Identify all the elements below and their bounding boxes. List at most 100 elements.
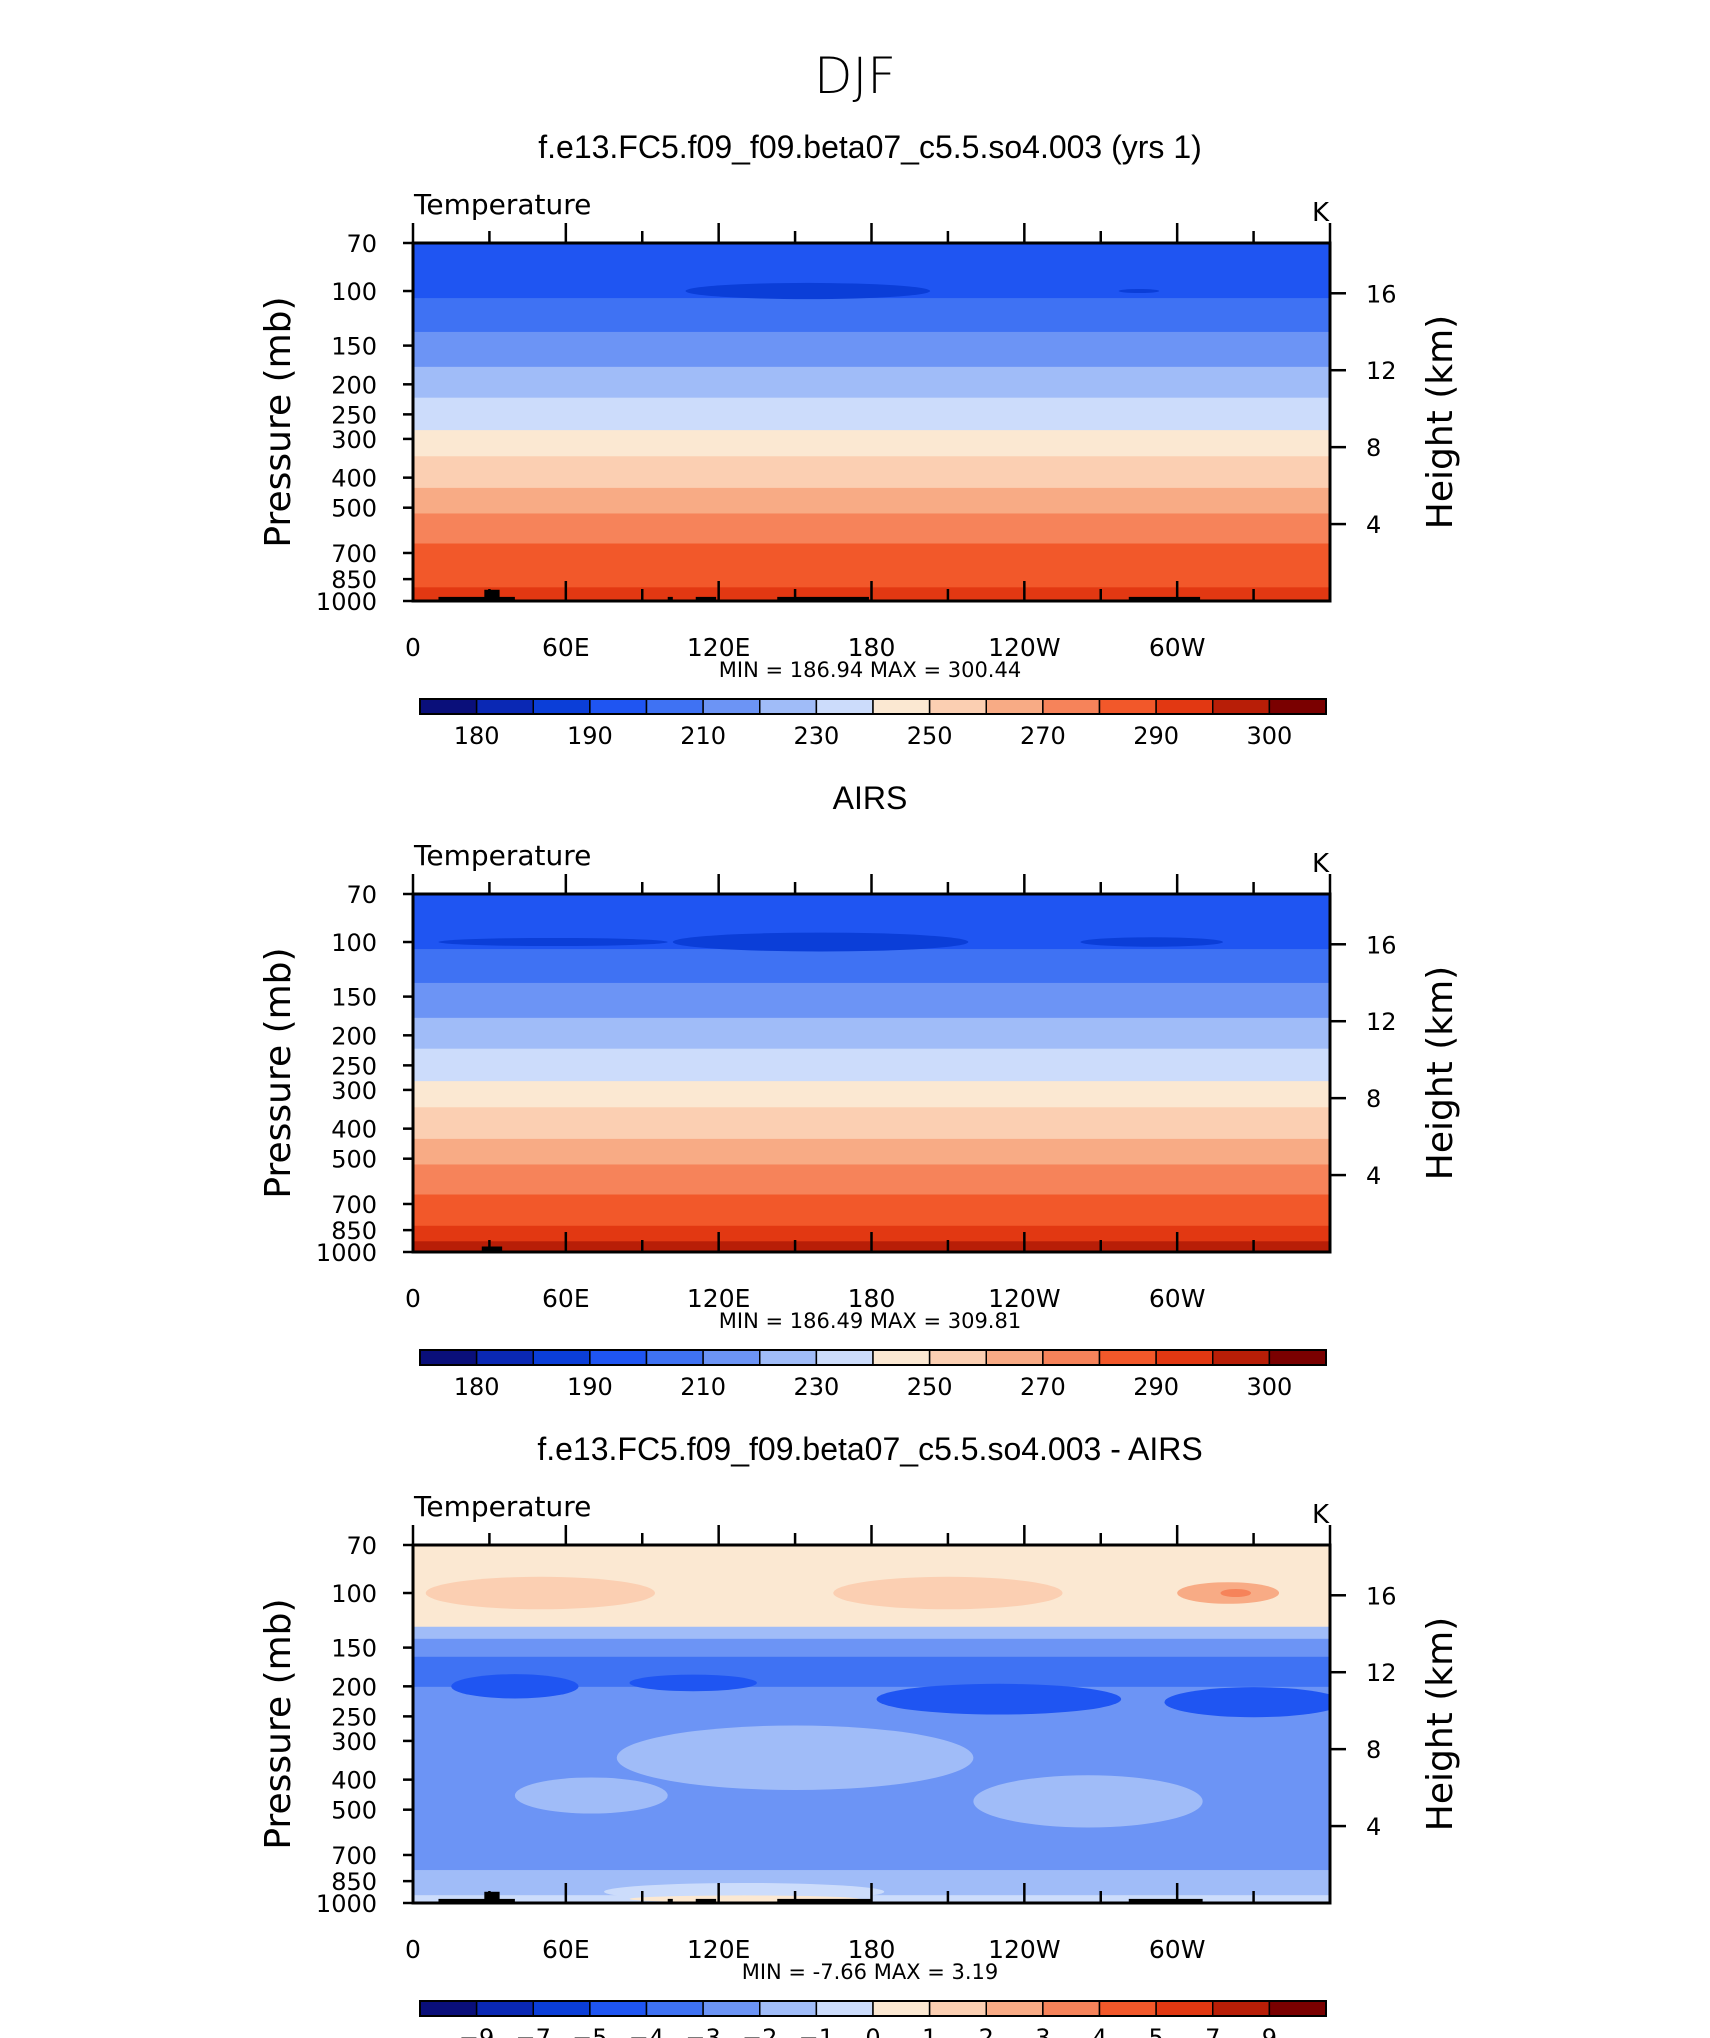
x-tick-label: 60W (1149, 1284, 1206, 1313)
right-y-axis-title: Height (km) (1420, 966, 1461, 1180)
panels: f.e13.FC5.f09_f09.beta07_c5.5.so4.003 (y… (258, 129, 1461, 2038)
colorbar-swatch (985, 2000, 1044, 2017)
colorbar-label: 180 (454, 1373, 500, 1401)
contour-band (413, 1106, 1330, 1139)
colorbar-swatch (475, 2000, 534, 2017)
x-tick-label: 120E (687, 1935, 751, 1964)
colorbar-swatch (532, 2000, 591, 2017)
colorbar-label: 9 (1262, 2024, 1277, 2038)
colorbar-swatch (645, 698, 704, 715)
contour-region (973, 1775, 1203, 1828)
contour-region (1164, 1687, 1330, 1718)
right-y-tick-label: 16 (1366, 931, 1397, 959)
y-tick-label: 500 (331, 495, 377, 523)
variable-label: Temperature (413, 839, 591, 872)
y-tick-label: 700 (331, 1842, 377, 1870)
contour-region (1220, 1588, 1252, 1598)
y-tick-label: 250 (331, 1703, 377, 1731)
right-y-axis-title: Height (km) (1420, 1617, 1461, 1831)
topography (438, 596, 515, 601)
colorbar-label: −4 (629, 2024, 664, 2038)
x-tick-label: 60E (542, 1935, 590, 1964)
colorbar-swatch (532, 1349, 591, 1366)
contour-region (629, 1674, 757, 1692)
colorbar-swatch (928, 698, 987, 715)
y-tick-label: 70 (346, 881, 377, 909)
y-tick-label: 850 (331, 1868, 377, 1896)
colorbar-swatch (815, 2000, 874, 2017)
topography (1128, 596, 1201, 601)
colorbar-label: −7 (516, 2024, 551, 2038)
colorbar-swatch (1098, 2000, 1157, 2017)
contour-region (876, 1683, 1122, 1715)
y-tick-label: 70 (346, 1532, 377, 1560)
contour-band (413, 1048, 1330, 1082)
contour-band (413, 1814, 1330, 1871)
colorbar-label: −1 (799, 2024, 834, 2038)
contour-band (413, 397, 1330, 431)
colorbar-swatch (928, 2000, 987, 2017)
colorbar-swatch (872, 1349, 931, 1366)
contour-field (413, 894, 1330, 1252)
colorbar-swatch (759, 2000, 818, 2017)
units-label: K (1312, 198, 1330, 228)
right-y-axis-title: Height (km) (1420, 315, 1461, 529)
contour-region (833, 1576, 1063, 1610)
topography (1128, 1898, 1203, 1903)
colorbar-swatch (702, 2000, 761, 2017)
contour-band (413, 948, 1330, 983)
right-y-tick-label: 12 (1366, 357, 1397, 385)
y-tick-label: 200 (331, 1673, 377, 1701)
y-tick-label: 850 (331, 1217, 377, 1245)
contour-band (413, 1638, 1330, 1657)
colorbar-label: 4 (1092, 2024, 1107, 2038)
topography (481, 1246, 503, 1252)
contour-band (413, 297, 1330, 332)
y-tick-label: 150 (331, 333, 377, 361)
contour-band (413, 331, 1330, 367)
right-y-tick-label: 16 (1366, 280, 1397, 308)
contour-region (616, 1725, 974, 1791)
contour-band (413, 429, 1330, 457)
variable-label: Temperature (413, 188, 591, 221)
colorbar-label: 210 (680, 722, 726, 750)
y-tick-label: 1000 (316, 1239, 377, 1267)
colorbar-label: 250 (907, 722, 953, 750)
x-tick-label: 60W (1149, 1935, 1206, 1964)
y-tick-label: 300 (331, 426, 377, 454)
x-tick-label: 0 (405, 1935, 421, 1964)
colorbar-swatch (872, 698, 931, 715)
topography (438, 1898, 515, 1903)
x-tick-label: 60E (542, 633, 590, 662)
panel-3: f.e13.FC5.f09_f09.beta07_c5.5.so4.003 - … (258, 1431, 1461, 2038)
y-tick-label: 150 (331, 984, 377, 1012)
colorbar-label: 290 (1133, 1373, 1179, 1401)
colorbar-swatch (475, 1349, 534, 1366)
colorbar-label: 0 (865, 2024, 880, 2038)
colorbar-label: 270 (1020, 1373, 1066, 1401)
x-tick-label: 180 (848, 1935, 896, 1964)
colorbar: 180 190 210 230 250 270 290 300 (419, 1349, 1327, 1401)
colorbar-swatch (815, 698, 874, 715)
right-y-tick-label: 4 (1366, 511, 1381, 539)
colorbar-label: −2 (742, 2024, 777, 2038)
x-tick-label: 120W (988, 633, 1060, 662)
topography (695, 596, 717, 601)
topography (667, 596, 673, 601)
colorbar-swatch (589, 698, 648, 715)
colorbar-swatch (1155, 1349, 1214, 1366)
colorbar-label: 230 (793, 1373, 839, 1401)
contour-band (413, 1080, 1330, 1108)
contour-band (413, 570, 1330, 588)
colorbar-swatch (702, 1349, 761, 1366)
units-label: K (1312, 849, 1330, 879)
colorbar-label: 190 (567, 722, 613, 750)
y-tick-label: 300 (331, 1728, 377, 1756)
min-max-stats: MIN = 186.94 MAX = 300.44 (719, 658, 1021, 682)
colorbar-swatch (985, 1349, 1044, 1366)
colorbar-frame (419, 2000, 1327, 2017)
right-y-tick-label: 8 (1366, 1085, 1381, 1113)
colorbar-label: −3 (685, 2024, 720, 2038)
colorbar-swatch (815, 1349, 874, 1366)
